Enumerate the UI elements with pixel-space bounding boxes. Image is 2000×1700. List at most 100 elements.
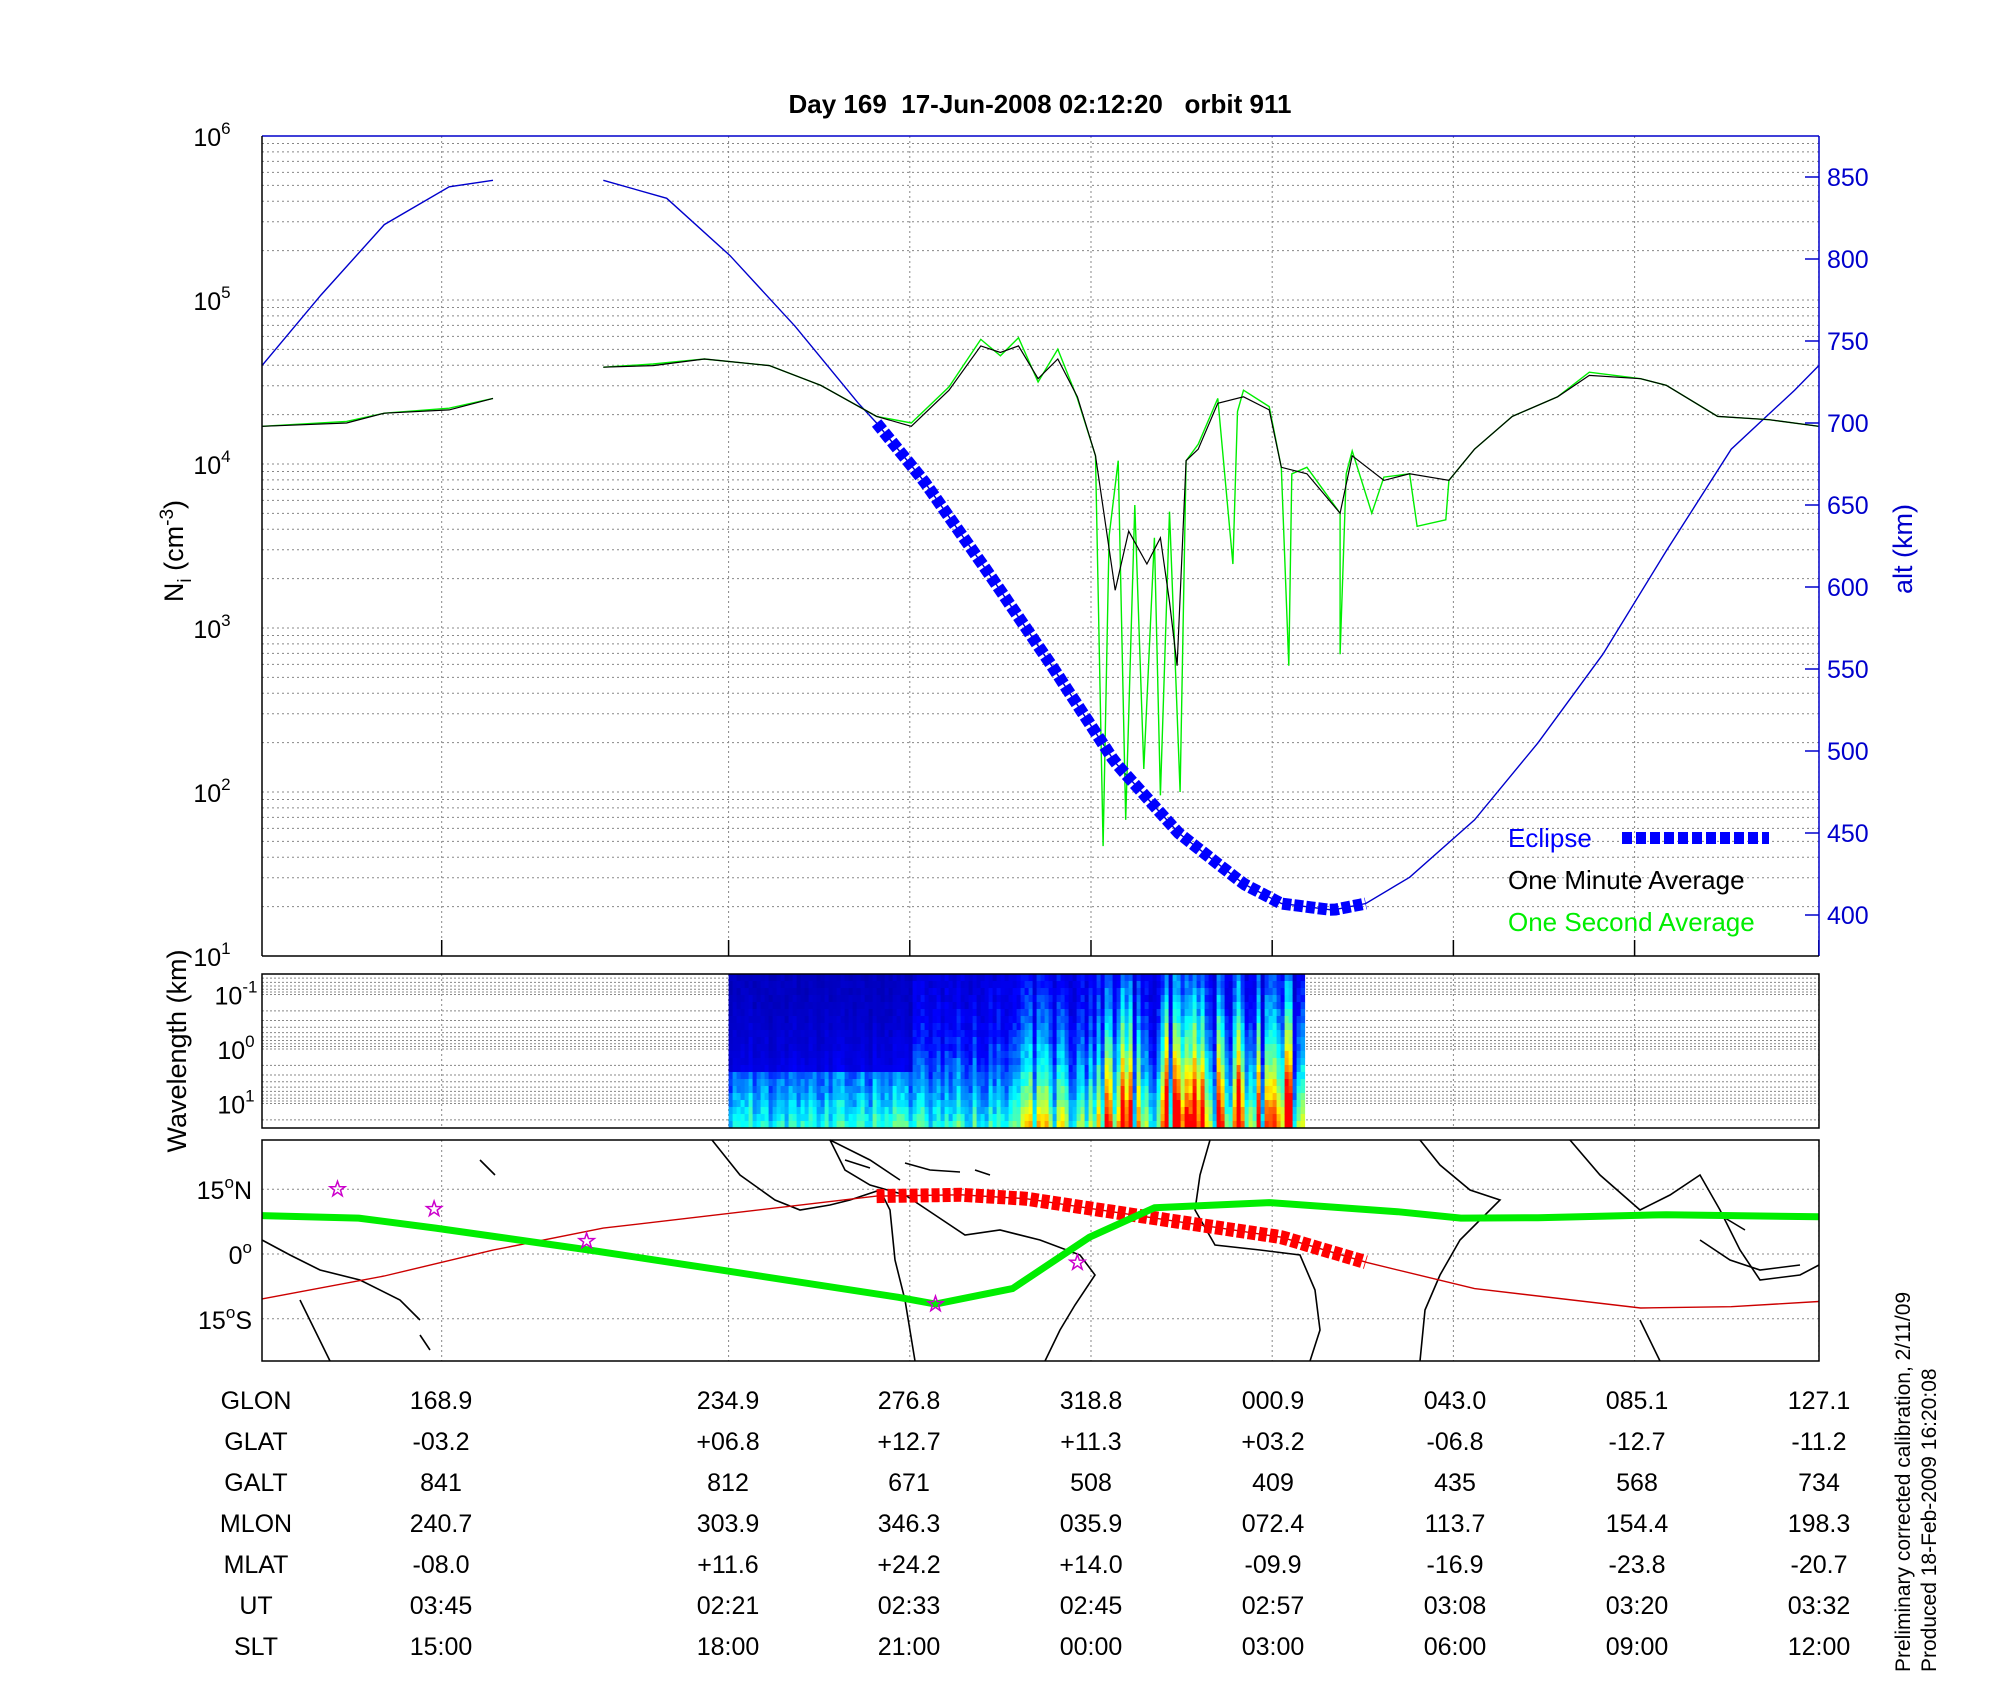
spectrogram-cell	[1068, 1002, 1074, 1010]
spectrogram-cell	[1160, 1114, 1166, 1122]
spectrogram-cell	[784, 1065, 790, 1073]
spectrogram-cell	[1140, 974, 1146, 982]
spectrogram-cell	[776, 1121, 782, 1129]
spectrogram-cell	[1280, 1016, 1286, 1024]
spectrogram-cell	[908, 1023, 914, 1031]
spectrogram-cell	[868, 1072, 874, 1080]
spectrogram-cell	[820, 1065, 826, 1073]
spectrogram-cell	[1164, 1065, 1170, 1073]
spectrogram-cell	[1196, 988, 1202, 996]
spectrogram-cell	[848, 1079, 854, 1087]
spectrogram-cell	[764, 1072, 770, 1080]
spectrogram-cell	[1120, 1072, 1126, 1080]
spectrogram-cell	[780, 974, 786, 982]
spectrogram-cell	[748, 1072, 754, 1080]
spectrogram-cell	[892, 1114, 898, 1122]
spectrogram-cell	[1204, 1016, 1210, 1024]
spectrogram-cell	[1076, 1121, 1082, 1129]
spectrogram-cell	[968, 988, 974, 996]
spectrogram-cell	[1052, 981, 1058, 989]
spectrogram-cell	[1228, 1100, 1234, 1108]
spectrogram-cell	[1140, 1100, 1146, 1108]
spectrogram-cell	[1132, 981, 1138, 989]
spectrogram-cell	[780, 1016, 786, 1024]
spectrogram-cell	[1240, 1037, 1246, 1045]
spectrogram-cell	[1208, 1009, 1214, 1017]
spectrogram-cell	[912, 1065, 918, 1073]
spectrogram-cell	[788, 1030, 794, 1038]
spectrogram-cell	[952, 1100, 958, 1108]
spectrogram-cell	[800, 1065, 806, 1073]
spectrogram-cell	[968, 1044, 974, 1052]
spectrogram-cell	[876, 1107, 882, 1115]
spectrogram-cell	[1088, 988, 1094, 996]
spectrogram-cell	[1120, 974, 1126, 982]
spectrogram-cell	[796, 1023, 802, 1031]
spectrogram-cell	[740, 988, 746, 996]
spectrogram-cell	[1144, 1100, 1150, 1108]
spectrogram-cell	[1016, 1079, 1022, 1087]
tick-base: 10	[193, 124, 221, 152]
spectrogram-cell	[784, 1086, 790, 1094]
spectrogram-cell	[1164, 1016, 1170, 1024]
spectrogram-cell	[1244, 1037, 1250, 1045]
spectrogram-cell	[1004, 1121, 1010, 1129]
spectrogram-cell	[764, 1107, 770, 1115]
spectrogram-cell	[980, 1100, 986, 1108]
spectrogram-cell	[776, 1065, 782, 1073]
spectrogram-cell	[736, 1023, 742, 1031]
spectrogram-cell	[1172, 1093, 1178, 1101]
spectrogram-cell	[892, 1065, 898, 1073]
spectrogram-cell	[1292, 1065, 1298, 1073]
spectrogram-cell	[1244, 1002, 1250, 1010]
spectrogram-cell	[1072, 1065, 1078, 1073]
spectrogram-cell	[1288, 1051, 1294, 1059]
spectrogram-cell	[876, 1058, 882, 1066]
spectrogram-cell	[732, 1072, 738, 1080]
spectrogram-cell	[808, 974, 814, 982]
spectrogram-cell	[860, 1009, 866, 1017]
spectrogram-cell	[1108, 1121, 1114, 1129]
spectrogram-cell	[1136, 1002, 1142, 1010]
spectrogram-cell	[1112, 1023, 1118, 1031]
spectrogram-cell	[844, 1058, 850, 1066]
spectrogram-cell	[952, 974, 958, 982]
spectrogram-cell	[940, 995, 946, 1003]
spectrogram-cell	[1044, 1065, 1050, 1073]
spectrogram-cell	[1204, 1079, 1210, 1087]
spectrogram-cell	[988, 1058, 994, 1066]
spectrogram-cell	[856, 1121, 862, 1129]
spectrogram-cell	[792, 981, 798, 989]
spectrogram-cell	[884, 1009, 890, 1017]
spectrogram-cell	[896, 1051, 902, 1059]
spectrogram-cell	[1208, 1114, 1214, 1122]
spectrogram-cell	[892, 1037, 898, 1045]
spectrogram-cell	[764, 1044, 770, 1052]
spectrogram-cell	[1092, 1023, 1098, 1031]
spectrogram-cell	[1188, 974, 1194, 982]
spectrogram-cell	[800, 1044, 806, 1052]
spectrogram-cell	[1288, 1058, 1294, 1066]
spectrogram-cell	[1176, 981, 1182, 989]
spectrogram-cell	[1124, 1051, 1130, 1059]
spectrogram-cell	[1108, 1023, 1114, 1031]
spectrogram-cell	[1056, 995, 1062, 1003]
spectrogram-cell	[728, 1044, 734, 1052]
spectrogram-cell	[1008, 995, 1014, 1003]
spectrogram-cell	[992, 1030, 998, 1038]
star-marker	[1067, 1252, 1088, 1271]
spectrogram-cell	[852, 1009, 858, 1017]
spectrogram-cell	[1048, 1065, 1054, 1073]
spectrogram-cell	[772, 995, 778, 1003]
spectrogram-cell	[1064, 981, 1070, 989]
spectrogram-cell	[864, 1044, 870, 1052]
spectrogram-cell	[1272, 1058, 1278, 1066]
spectrogram-cell	[992, 1072, 998, 1080]
spectrogram-cell	[980, 1121, 986, 1129]
wavelength-tick-label: 10-1	[215, 978, 258, 1011]
spectrogram-cell	[808, 995, 814, 1003]
spectrogram-cell	[856, 1072, 862, 1080]
spectrogram-cell	[1164, 1072, 1170, 1080]
spectrogram-cell	[800, 1009, 806, 1017]
spectrogram-cell	[992, 1093, 998, 1101]
